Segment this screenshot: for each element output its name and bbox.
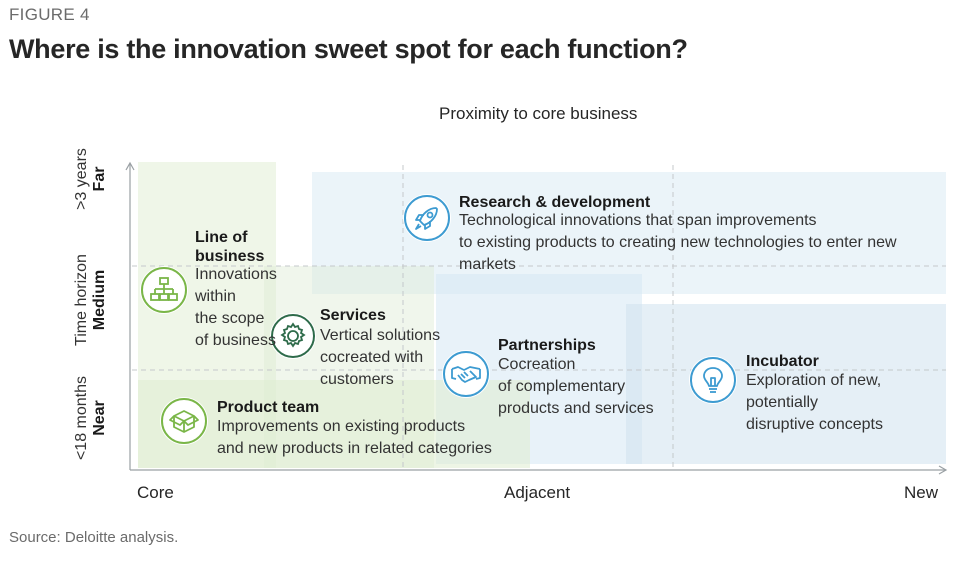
line-of-business-description: Innovations within the scope of business xyxy=(195,264,277,352)
y-label-near: <18 months Near xyxy=(73,363,113,473)
figure-title: Where is the innovation sweet spot for e… xyxy=(9,34,688,64)
incubator-description: Exploration of new, potentially disrupti… xyxy=(746,370,957,436)
x-tick-adjacent: Adjacent xyxy=(504,483,571,502)
figure-label: FIGURE 4 xyxy=(9,5,90,24)
services-desc-line-2: cocreated with xyxy=(320,349,424,366)
partnerships-description: Cocreation of complementary products and… xyxy=(498,354,654,420)
y-axis-arrow xyxy=(125,161,135,171)
product-team-desc-line-1: Improvements on existing products xyxy=(217,418,466,435)
line-of-business-title-line-2: business xyxy=(195,248,265,265)
research-development-title: Research & development xyxy=(459,194,651,211)
partnerships-title: Partnerships xyxy=(498,337,596,354)
services-desc-line-3: customers xyxy=(320,371,394,388)
y-axis-title: Time horizon xyxy=(73,254,90,346)
line-of-business-desc-line-1: Innovations xyxy=(195,266,277,283)
incubator-desc-line-2: disruptive concepts xyxy=(746,416,883,433)
product-team-description: Improvements on existing products and ne… xyxy=(217,416,492,460)
services-description: Vertical solutions cocreated with custom… xyxy=(320,325,440,391)
y-label-medium-main: Medium xyxy=(91,269,108,331)
gear-icon xyxy=(270,313,316,359)
y-label-medium: Time horizon Medium xyxy=(73,245,113,355)
handshake-icon xyxy=(442,350,490,398)
line-of-business-title: Line of business xyxy=(195,228,264,266)
x-tick-core: Core xyxy=(137,483,174,502)
services-desc-line-1: Vertical solutions xyxy=(320,327,441,344)
source-note: Source: Deloitte analysis. xyxy=(9,529,179,546)
y-label-near-sub: <18 months xyxy=(73,375,90,461)
partnerships-desc-line-3: products and services xyxy=(498,400,654,417)
org-chart-icon xyxy=(140,266,188,314)
incubator-desc-line-1: Exploration of new, potentially xyxy=(746,372,882,411)
y-label-near-main: Near xyxy=(91,400,108,436)
y-label-far-sub: >3 years xyxy=(73,148,90,210)
x-tick-new: New xyxy=(904,483,939,502)
incubator-title: Incubator xyxy=(746,353,819,370)
partnerships-desc-line-2: of complementary xyxy=(498,378,626,395)
x-axis-arrow xyxy=(938,465,948,475)
line-of-business-desc-line-4: of business xyxy=(195,332,276,349)
x-axis-title: Proximity to core business xyxy=(439,104,638,123)
product-team-desc-line-2: and new products in related categories xyxy=(217,440,492,457)
box-icon xyxy=(160,397,208,445)
product-team-title: Product team xyxy=(217,399,320,416)
line-of-business-desc-line-2: within xyxy=(195,288,236,305)
services-title: Services xyxy=(320,307,386,324)
research-development-desc-line-2: to existing products to creating new tec… xyxy=(459,234,897,273)
line-of-business-title-line-1: Line of xyxy=(195,229,248,246)
rocket-icon xyxy=(403,194,451,242)
incubator-zone xyxy=(626,304,946,464)
y-label-far: >3 years Far xyxy=(73,129,113,229)
research-development-description: Technological innovations that span impr… xyxy=(459,210,957,276)
lightbulb-icon xyxy=(689,356,737,404)
research-development-desc-line-1: Technological innovations that span impr… xyxy=(459,212,817,229)
partnerships-desc-line-1: Cocreation xyxy=(498,356,576,373)
y-label-far-main: Far xyxy=(91,166,108,192)
line-of-business-desc-line-3: the scope xyxy=(195,310,265,327)
